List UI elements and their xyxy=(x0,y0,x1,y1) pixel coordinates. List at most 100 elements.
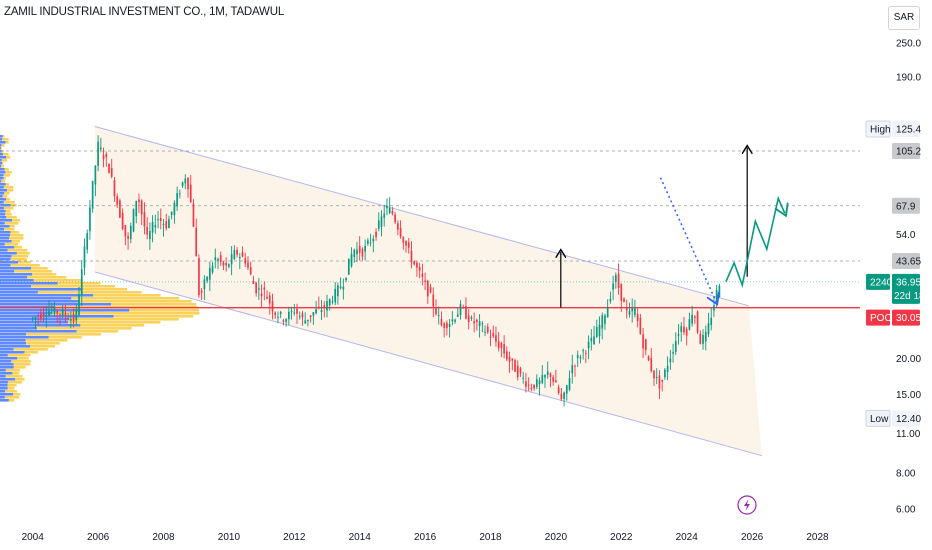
candle-body xyxy=(563,392,565,399)
candle-body xyxy=(48,310,50,316)
x-tick-label: 2008 xyxy=(152,532,175,543)
profile-bar-down xyxy=(36,327,132,330)
candle-body xyxy=(176,193,178,207)
profile-bar-down xyxy=(52,312,200,315)
candle-body xyxy=(138,199,140,203)
level-105-value: 105.2 xyxy=(896,147,921,158)
candle-body xyxy=(206,276,208,281)
candle-body xyxy=(508,356,511,362)
profile-bar-down xyxy=(3,177,6,180)
candle-body xyxy=(228,264,230,267)
candle-body xyxy=(405,241,407,246)
profile-bar-up xyxy=(0,255,12,258)
x-tick-label: 2014 xyxy=(349,532,372,543)
profile-bar-down xyxy=(113,315,194,318)
candle-body xyxy=(459,304,462,316)
candle-body xyxy=(170,211,173,215)
candle-body xyxy=(244,258,247,264)
x-tick-label: 2012 xyxy=(283,532,306,543)
currency-button[interactable]: SAR xyxy=(888,6,920,30)
profile-bar-up xyxy=(0,228,5,231)
candle-body xyxy=(511,358,514,361)
profile-bar-down xyxy=(0,147,2,150)
candle-body xyxy=(614,275,617,282)
profile-bar-down xyxy=(18,261,32,264)
profile-bar-up xyxy=(0,330,77,333)
profile-bar-up xyxy=(0,390,6,393)
profile-bar-down xyxy=(1,159,8,162)
profile-bar-up xyxy=(0,219,12,222)
candle-body xyxy=(298,316,301,318)
profile-bar-up xyxy=(0,180,2,183)
lightning-icon[interactable] xyxy=(737,495,757,515)
poc-value: 30.05 xyxy=(896,313,921,324)
profile-bar-down xyxy=(7,189,14,192)
candle-body xyxy=(481,323,484,325)
candle-body xyxy=(694,316,696,318)
candle-body xyxy=(61,309,64,316)
candle-body xyxy=(497,341,500,349)
low-value: 12.40 xyxy=(896,414,921,425)
candle-body xyxy=(154,225,157,228)
candle-body xyxy=(424,280,426,282)
candle-body xyxy=(636,313,639,322)
candle-body xyxy=(108,164,110,174)
candle-body xyxy=(525,381,527,387)
candle-body xyxy=(45,316,48,318)
candle-body xyxy=(328,299,331,306)
profile-bar-down xyxy=(6,198,10,201)
profile-bar-down xyxy=(76,330,119,333)
dotted-arrow xyxy=(659,177,717,302)
last-countdown: 22d 18h xyxy=(894,291,930,302)
profile-bar-down xyxy=(71,297,180,300)
level-43-value: 43.65 xyxy=(896,257,921,268)
candle-body xyxy=(410,250,413,263)
candle-body xyxy=(40,314,42,319)
candle-body xyxy=(200,290,203,293)
candle-body xyxy=(514,360,516,372)
candle-body xyxy=(601,315,604,329)
candle-body xyxy=(658,375,661,389)
candle-body xyxy=(609,298,612,302)
profile-bar-up xyxy=(0,357,18,360)
candle-body xyxy=(402,237,405,243)
candle-body xyxy=(353,249,356,258)
candle-body xyxy=(255,282,257,294)
candle-body xyxy=(369,242,372,244)
candle-body xyxy=(263,287,266,290)
profile-bar-up xyxy=(0,363,14,366)
profile-bar-up xyxy=(0,234,10,237)
profile-bar-up xyxy=(0,165,2,168)
candle-body xyxy=(342,286,345,290)
candle-body xyxy=(653,370,655,379)
candle-body xyxy=(456,314,459,317)
candle-body xyxy=(56,310,59,314)
candle-body xyxy=(143,212,146,227)
candle-body xyxy=(380,216,383,227)
candle-body xyxy=(372,238,375,242)
candle-body xyxy=(195,227,198,257)
candle-body xyxy=(375,231,377,238)
profile-bar-up xyxy=(0,258,11,261)
candle-body xyxy=(593,336,595,345)
profile-bar-up xyxy=(0,168,5,171)
profile-bar-up xyxy=(0,351,25,354)
candle-body xyxy=(421,273,424,278)
profile-bar-up xyxy=(0,183,6,186)
candle-body xyxy=(184,178,187,184)
candle-body xyxy=(489,336,492,338)
candle-body xyxy=(467,315,470,323)
candle-body xyxy=(339,286,342,289)
profile-bar-down xyxy=(26,342,60,345)
candle-body xyxy=(140,200,143,215)
profile-bar-up xyxy=(0,303,112,306)
candle-body xyxy=(604,315,606,324)
candle-body xyxy=(454,319,456,322)
candle-body xyxy=(503,344,505,354)
candle-body xyxy=(64,312,67,316)
candle-body xyxy=(334,288,337,303)
candle-body xyxy=(612,283,614,290)
candle-body xyxy=(437,315,440,317)
candle-body xyxy=(99,147,102,150)
